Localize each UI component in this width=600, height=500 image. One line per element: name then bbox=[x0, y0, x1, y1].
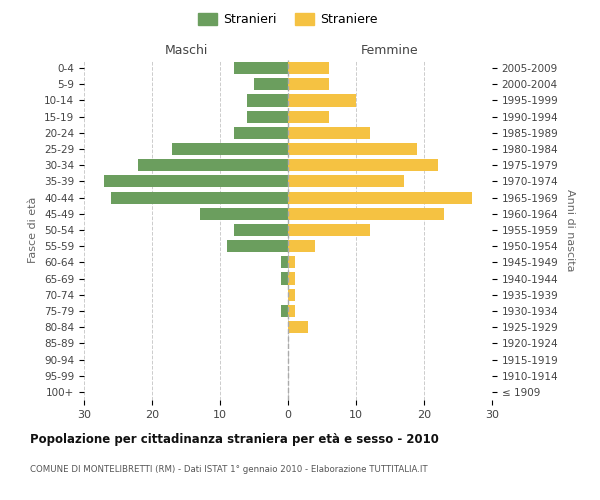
Bar bbox=[111, 192, 288, 203]
Bar bbox=[288, 208, 445, 220]
Bar bbox=[254, 78, 288, 90]
Bar bbox=[247, 94, 288, 106]
Bar bbox=[288, 143, 417, 155]
Bar bbox=[288, 305, 295, 317]
Bar bbox=[288, 110, 329, 122]
Text: COMUNE DI MONTELIBRETTI (RM) - Dati ISTAT 1° gennaio 2010 - Elaborazione TUTTITA: COMUNE DI MONTELIBRETTI (RM) - Dati ISTA… bbox=[30, 466, 428, 474]
Text: Popolazione per cittadinanza straniera per età e sesso - 2010: Popolazione per cittadinanza straniera p… bbox=[30, 432, 439, 446]
Bar bbox=[172, 143, 288, 155]
Bar bbox=[233, 127, 288, 139]
Bar bbox=[288, 176, 404, 188]
Bar bbox=[288, 224, 370, 236]
Legend: Stranieri, Straniere: Stranieri, Straniere bbox=[194, 8, 382, 29]
Text: Maschi: Maschi bbox=[164, 44, 208, 57]
Text: Femmine: Femmine bbox=[361, 44, 419, 57]
Y-axis label: Fasce di età: Fasce di età bbox=[28, 197, 38, 263]
Bar bbox=[200, 208, 288, 220]
Bar bbox=[227, 240, 288, 252]
Bar bbox=[288, 288, 295, 301]
Bar bbox=[288, 94, 356, 106]
Bar bbox=[247, 110, 288, 122]
Bar bbox=[288, 272, 295, 284]
Bar bbox=[288, 240, 315, 252]
Bar bbox=[288, 78, 329, 90]
Bar bbox=[104, 176, 288, 188]
Bar bbox=[281, 305, 288, 317]
Bar bbox=[139, 159, 288, 172]
Bar bbox=[281, 256, 288, 268]
Bar bbox=[288, 159, 437, 172]
Bar bbox=[281, 272, 288, 284]
Bar bbox=[288, 256, 295, 268]
Bar bbox=[288, 192, 472, 203]
Bar bbox=[233, 224, 288, 236]
Bar bbox=[288, 321, 308, 333]
Bar bbox=[288, 127, 370, 139]
Y-axis label: Anni di nascita: Anni di nascita bbox=[565, 188, 575, 271]
Bar bbox=[233, 62, 288, 74]
Bar bbox=[288, 62, 329, 74]
